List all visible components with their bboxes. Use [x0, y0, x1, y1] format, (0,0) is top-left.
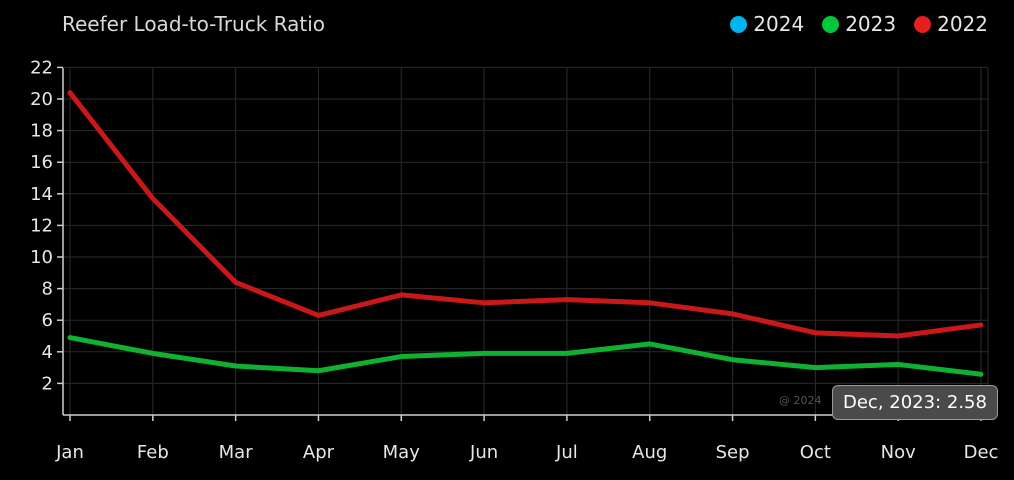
x-tick-label: Nov [881, 442, 916, 463]
legend-item-2022[interactable]: 2022 [914, 12, 988, 36]
y-tick-label: 4 [42, 342, 53, 363]
y-tick-label: 20 [30, 89, 53, 110]
x-tick-label: Feb [137, 442, 169, 463]
x-tick-label: Apr [303, 442, 335, 463]
chart-title: Reefer Load-to-Truck Ratio [62, 12, 325, 36]
legend-item-2024[interactable]: 2024 [730, 12, 804, 36]
watermark: @ 2024 [779, 394, 822, 407]
series-line-2023 [70, 338, 981, 375]
x-tick-label: Jun [469, 442, 498, 463]
y-tick-label: 8 [42, 279, 53, 300]
tooltip: Dec, 2023: 2.58 [832, 385, 998, 420]
y-tick-label: 14 [30, 184, 53, 205]
x-tick-label: Mar [219, 442, 254, 463]
x-tick-label: Sep [716, 442, 750, 463]
x-tick-label: Aug [632, 442, 667, 463]
legend: 2024 2023 2022 [730, 12, 988, 36]
y-tick-label: 10 [30, 247, 53, 268]
legend-label: 2023 [845, 12, 896, 36]
y-tick-label: 18 [30, 121, 53, 142]
y-tick-label: 12 [30, 215, 53, 236]
legend-dot-icon [730, 16, 747, 33]
legend-label: 2024 [753, 12, 804, 36]
x-tick-label: Dec [964, 442, 999, 463]
x-tick-label: Oct [800, 442, 831, 463]
legend-label: 2022 [937, 12, 988, 36]
series-line-2022 [70, 93, 981, 336]
y-tick-label: 16 [30, 152, 53, 173]
x-tick-label: Jan [55, 442, 84, 463]
legend-dot-icon [914, 16, 931, 33]
x-tick-label: Jul [555, 442, 578, 463]
y-tick-label: 6 [42, 310, 53, 331]
x-tick-label: May [383, 442, 421, 463]
y-tick-label: 2 [42, 373, 53, 394]
legend-dot-icon [822, 16, 839, 33]
legend-item-2023[interactable]: 2023 [822, 12, 896, 36]
y-tick-label: 22 [30, 57, 53, 78]
